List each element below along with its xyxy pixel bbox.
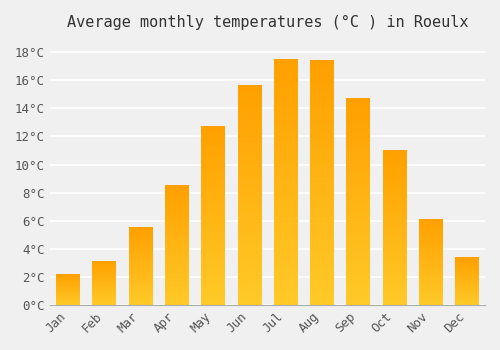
Title: Average monthly temperatures (°C ) in Roeulx: Average monthly temperatures (°C ) in Ro… xyxy=(66,15,468,30)
